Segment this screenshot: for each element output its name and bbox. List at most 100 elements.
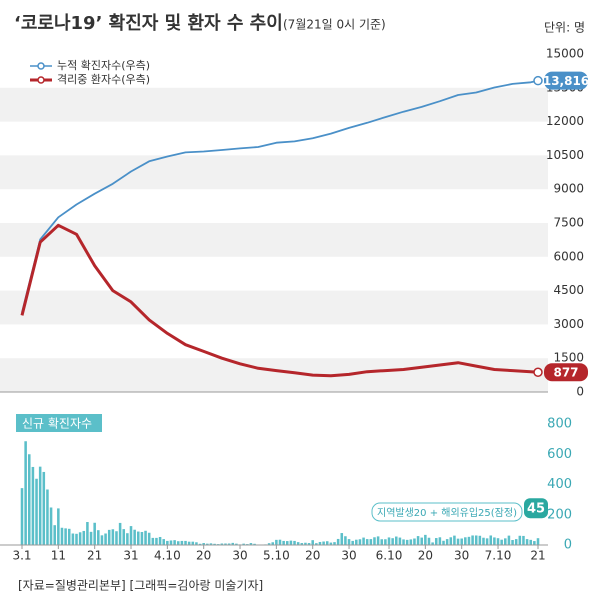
bar <box>460 538 463 545</box>
bar <box>224 543 227 545</box>
bar <box>504 538 507 545</box>
bar <box>514 539 518 545</box>
x-tick-label: 11 <box>51 549 66 563</box>
bar <box>158 536 162 545</box>
bar <box>522 535 525 545</box>
x-tick-label: 21 <box>530 549 545 563</box>
bar <box>53 525 56 545</box>
bar <box>235 543 238 545</box>
bar <box>365 539 369 545</box>
grid-band <box>0 223 548 257</box>
annotation: 지역발생20 + 해외유입25(잠정) <box>377 506 517 519</box>
bar <box>493 537 496 545</box>
line <box>21 79 539 313</box>
bar <box>104 533 107 545</box>
bar <box>115 531 118 545</box>
bar <box>202 543 205 545</box>
bar <box>253 543 256 545</box>
x-tick-label: 30 <box>341 549 356 563</box>
bar <box>525 539 529 545</box>
x-tick-label: 3.1 <box>12 549 31 563</box>
bar <box>482 537 485 545</box>
bar <box>35 478 38 545</box>
bar <box>213 543 216 545</box>
bar <box>471 535 474 545</box>
bar <box>376 536 380 545</box>
y-tick-label: 0 <box>564 538 572 553</box>
bar <box>133 529 136 545</box>
grid-band <box>0 155 548 190</box>
footer: [자료=질병관리본부] [그래픽=김아랑 미술기자] <box>18 579 263 593</box>
value-label: 877 <box>553 366 578 380</box>
bar <box>307 543 311 545</box>
bar <box>347 539 351 545</box>
bar <box>438 537 442 545</box>
bar <box>180 540 184 545</box>
bar <box>71 533 75 545</box>
bar <box>129 526 133 545</box>
bar <box>329 542 333 545</box>
value-label-bg <box>524 498 548 519</box>
y-tick-label: 0 <box>576 385 584 399</box>
unit: 단위: 명 <box>544 21 585 35</box>
bar <box>206 543 209 545</box>
bar <box>373 537 376 545</box>
bar <box>496 538 500 545</box>
bar <box>449 537 453 545</box>
bar <box>474 535 478 545</box>
bar <box>296 542 300 545</box>
bar <box>409 539 413 545</box>
bar <box>405 539 409 545</box>
bar <box>358 539 362 545</box>
bar <box>169 540 173 545</box>
value-label-bg <box>544 71 588 90</box>
bar <box>75 533 78 545</box>
bar <box>93 522 96 545</box>
bar <box>89 531 93 545</box>
bar <box>518 535 522 545</box>
bar <box>111 529 115 545</box>
x-tick-label: 5.10 <box>263 549 290 563</box>
bar <box>529 539 533 545</box>
x-tick-label: 31 <box>123 549 138 563</box>
bar <box>322 541 325 545</box>
bar <box>340 533 344 545</box>
y-tick-label: 400 <box>547 477 572 492</box>
bar <box>311 540 314 545</box>
bar <box>166 540 169 545</box>
bar <box>86 522 89 545</box>
title-bg <box>16 414 102 432</box>
bar <box>413 538 416 545</box>
bar <box>122 529 126 545</box>
bar <box>209 543 213 545</box>
bar <box>300 543 304 545</box>
end-marker <box>533 75 543 86</box>
annotation-box <box>371 502 523 522</box>
bar <box>467 536 471 545</box>
y-tick-label: 7500 <box>553 216 584 230</box>
bar <box>500 539 503 545</box>
bar <box>147 532 151 545</box>
bar <box>282 540 285 545</box>
bar <box>151 537 155 545</box>
bar <box>46 489 49 545</box>
bar <box>140 531 144 545</box>
bar <box>445 539 449 545</box>
bar <box>478 535 482 545</box>
bar <box>97 530 100 545</box>
bar <box>427 537 431 545</box>
bar <box>420 537 423 545</box>
bar <box>336 538 340 545</box>
y-tick-label: 15000 <box>546 47 584 61</box>
title: ‘코로나19’ 확진자 및 환자 수 추이 <box>14 12 283 34</box>
legend-marker <box>37 76 45 84</box>
y-tick-label: 600 <box>547 447 572 462</box>
bar <box>293 540 296 545</box>
bar <box>38 466 42 545</box>
y-tick-label: 200 <box>547 507 572 522</box>
bar <box>27 454 31 545</box>
legend-label: 격리중 환자수(우측) <box>57 73 150 86</box>
bar <box>536 538 540 545</box>
bar <box>155 537 158 545</box>
